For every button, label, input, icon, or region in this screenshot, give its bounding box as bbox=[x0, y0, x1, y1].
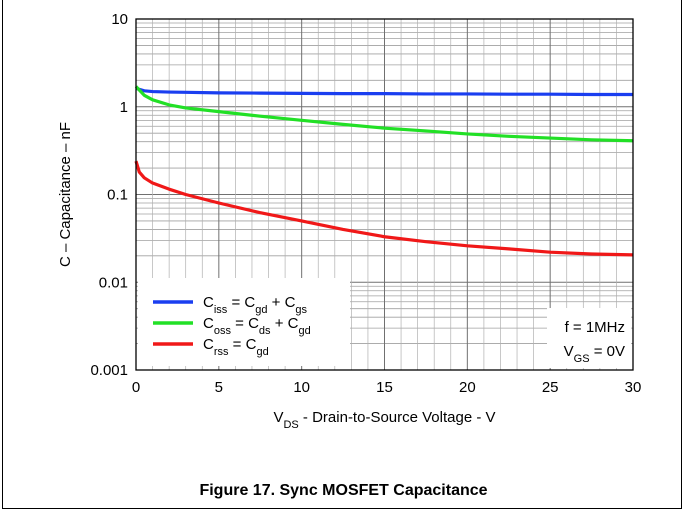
annotation-box bbox=[547, 308, 631, 368]
series-line-0 bbox=[135, 86, 633, 97]
x-tick-label: 25 bbox=[542, 379, 559, 396]
legend-label-0: Ciss = Cgd + Cgs bbox=[203, 294, 308, 316]
y-tick-label: 10 bbox=[111, 11, 128, 28]
x-tick-label: 20 bbox=[459, 379, 476, 396]
x-tick-label: 10 bbox=[293, 379, 310, 396]
y-tick-label: 0.001 bbox=[90, 362, 128, 379]
figure-caption: Figure 17. Sync MOSFET Capacitance bbox=[199, 482, 488, 499]
y-tick-label: 1 bbox=[120, 99, 128, 116]
series-line-1 bbox=[134, 85, 634, 143]
x-axis-label: VDS - Drain-to-Source Voltage - V bbox=[273, 409, 495, 431]
x-tick-label: 15 bbox=[376, 379, 393, 396]
legend-label-1: Coss = Cds + Cgd bbox=[203, 315, 311, 337]
y-axis-label: C – Capacitance – nF bbox=[57, 122, 74, 267]
annotation-vgs: VGS = 0V bbox=[564, 343, 625, 365]
x-tick-label: 30 bbox=[625, 379, 642, 396]
y-tick-label: 0.01 bbox=[99, 274, 128, 291]
legend-label-2: Crss = Cgd bbox=[203, 336, 269, 358]
x-tick-label: 0 bbox=[132, 379, 140, 396]
x-tick-label: 5 bbox=[215, 379, 223, 396]
capacitance-chart: 0 5 10 15 20 25 30 0.001 0.01 0.1 1 10 VDS - Drain-t… bbox=[57, 11, 642, 431]
annotation-frequency: f = 1MHz bbox=[565, 319, 625, 336]
series-line-2 bbox=[134, 160, 634, 257]
plot-border bbox=[135, 18, 634, 371]
y-tick-label: 0.1 bbox=[107, 187, 128, 204]
